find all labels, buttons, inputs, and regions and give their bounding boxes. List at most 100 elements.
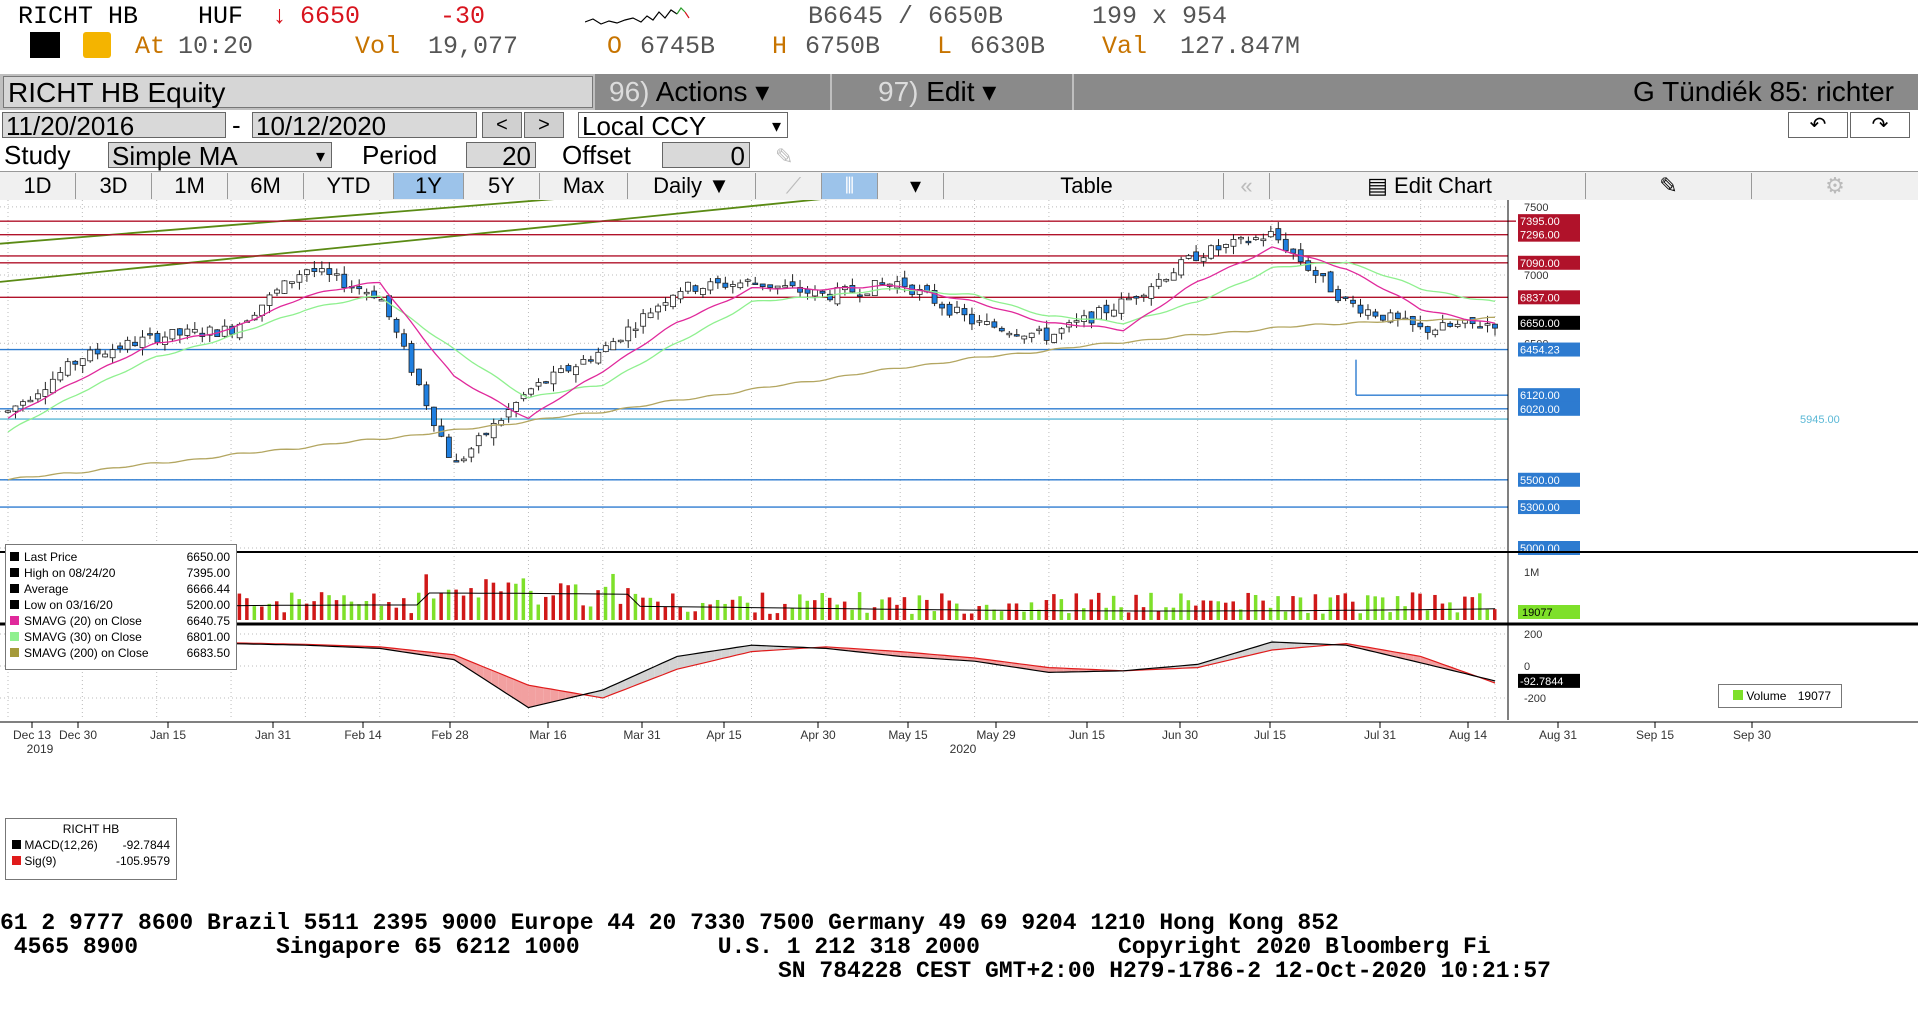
volume-bar bbox=[693, 611, 697, 620]
range-6m-button[interactable]: 6M bbox=[228, 173, 304, 199]
candle-body bbox=[20, 401, 26, 406]
candle-body bbox=[445, 436, 452, 458]
volume-bar bbox=[327, 595, 331, 620]
candle-body bbox=[782, 285, 789, 288]
chart-area: 750070006500600055007395.007296.007090.0… bbox=[0, 169, 1918, 930]
study-select[interactable]: Simple MA ▾ bbox=[108, 142, 332, 169]
volume-bar bbox=[954, 603, 959, 620]
volume-bar bbox=[364, 600, 369, 620]
candle-body bbox=[1155, 278, 1162, 287]
annotate-icon[interactable]: ✎ bbox=[1586, 173, 1752, 199]
candle-body bbox=[602, 345, 609, 353]
price-label-text: 5945.00 bbox=[1800, 414, 1840, 426]
candle-body bbox=[901, 277, 908, 288]
macd-histogram-fill bbox=[729, 647, 737, 657]
volume-bar bbox=[1380, 597, 1385, 620]
volume-bar bbox=[461, 595, 466, 620]
security-field[interactable]: RICHT HB Equity bbox=[3, 76, 593, 108]
range-1y-button[interactable]: 1Y bbox=[394, 173, 464, 199]
price-chart[interactable]: 750070006500600055007395.007296.007090.0… bbox=[0, 169, 1918, 910]
price-label-box bbox=[1518, 500, 1580, 515]
candle-body bbox=[565, 365, 572, 372]
volume-bar bbox=[753, 612, 757, 620]
end-date-input[interactable]: 10/12/2020 bbox=[252, 112, 477, 139]
x-axis-tick: Mar 16 bbox=[529, 728, 567, 742]
monitor-icon[interactable] bbox=[30, 32, 60, 58]
actions-menu[interactable]: 96) Actions ▾ bbox=[595, 74, 830, 110]
currency-select[interactable]: Local CCY ▾ bbox=[578, 112, 788, 139]
range-max-button[interactable]: Max bbox=[540, 173, 628, 199]
candle-body bbox=[744, 279, 751, 282]
prev-period-button[interactable]: < bbox=[482, 112, 522, 138]
edit-menu[interactable]: 97) Edit ▾ bbox=[832, 74, 1072, 110]
volume-bar bbox=[446, 589, 451, 620]
legend-swatch bbox=[10, 616, 19, 625]
volume-bar bbox=[768, 613, 772, 620]
volume-bar bbox=[402, 598, 406, 620]
candle-body bbox=[147, 333, 153, 336]
macd-histogram-fill bbox=[929, 654, 938, 659]
x-axis-tick: Jun 15 bbox=[1069, 728, 1105, 742]
legend-value: 5200.00 bbox=[186, 598, 230, 612]
candle-body bbox=[789, 281, 796, 287]
candle-body bbox=[5, 410, 11, 413]
edit-chart-button[interactable]: ▤ Edit Chart bbox=[1274, 173, 1586, 199]
range-5y-button[interactable]: 5Y bbox=[464, 173, 540, 199]
legend-label: SMAVG (200) on Close bbox=[24, 646, 149, 660]
volume-bar bbox=[715, 599, 720, 620]
range-ytd-button[interactable]: YTD bbox=[304, 173, 394, 199]
volume-bar bbox=[977, 606, 981, 620]
candle-body bbox=[1365, 309, 1371, 316]
volume-bar bbox=[1328, 597, 1333, 620]
volume-bar bbox=[962, 613, 966, 620]
period-input[interactable]: 20 bbox=[466, 142, 536, 169]
study-row: Study Simple MA ▾ Period 20 Offset 0 ✎ bbox=[0, 140, 1918, 170]
volume-bar bbox=[603, 586, 608, 620]
candle-body bbox=[1312, 270, 1319, 276]
range-1d-button[interactable]: 1D bbox=[0, 173, 76, 199]
volume-bar bbox=[387, 602, 391, 620]
volume-bar bbox=[334, 600, 339, 620]
speedometer-icon[interactable] bbox=[83, 32, 111, 58]
next-period-button[interactable]: > bbox=[524, 112, 564, 138]
volume-bar bbox=[506, 582, 511, 620]
candle-body bbox=[1215, 245, 1222, 251]
range-1m-button[interactable]: 1M bbox=[152, 173, 228, 199]
table-button[interactable]: Table bbox=[950, 173, 1224, 199]
macd-legend-title: RICHT HB bbox=[62, 822, 120, 836]
collapse-icon[interactable]: « bbox=[1224, 173, 1270, 199]
candle-body bbox=[1327, 271, 1334, 293]
volume-bar bbox=[1493, 609, 1497, 620]
candle-body bbox=[1252, 237, 1259, 240]
volume-bar bbox=[1395, 596, 1400, 620]
volume-bar bbox=[1074, 593, 1079, 620]
candle-body bbox=[169, 329, 176, 340]
candle-chart-icon[interactable]: ⫴ bbox=[822, 173, 878, 199]
offset-input[interactable]: 0 bbox=[662, 142, 750, 169]
candle-body bbox=[1484, 323, 1491, 326]
volume-bar bbox=[596, 590, 600, 620]
pencil-icon[interactable]: ✎ bbox=[775, 144, 794, 169]
candle-body bbox=[87, 349, 94, 362]
candle-body bbox=[1200, 257, 1207, 262]
volume-bar bbox=[1007, 603, 1011, 620]
candle-body bbox=[685, 281, 691, 292]
volume-bar bbox=[917, 595, 922, 620]
gear-icon[interactable]: ⚙ bbox=[1825, 173, 1845, 198]
macd-histogram-fill bbox=[513, 679, 522, 703]
chart-type-dropdown[interactable]: ▾ bbox=[888, 173, 944, 199]
line-chart-icon[interactable]: ⟋ bbox=[766, 173, 822, 199]
macd-histogram-fill bbox=[491, 670, 499, 689]
candle-body bbox=[296, 274, 303, 283]
frequency-select[interactable]: Daily ▼ bbox=[628, 173, 756, 199]
redo-button[interactable]: ↷ bbox=[1850, 112, 1910, 138]
candle-body bbox=[408, 343, 415, 373]
range-3d-button[interactable]: 3D bbox=[76, 173, 152, 199]
candle-body bbox=[102, 353, 109, 358]
start-date-input[interactable]: 11/20/2016 bbox=[2, 112, 226, 139]
price-label-text: 5000.00 bbox=[1520, 543, 1560, 555]
candle-body bbox=[266, 294, 273, 306]
candle-body bbox=[939, 303, 945, 309]
x-axis-tick: Aug 31 bbox=[1539, 728, 1577, 742]
undo-button[interactable]: ↶ bbox=[1788, 112, 1848, 138]
